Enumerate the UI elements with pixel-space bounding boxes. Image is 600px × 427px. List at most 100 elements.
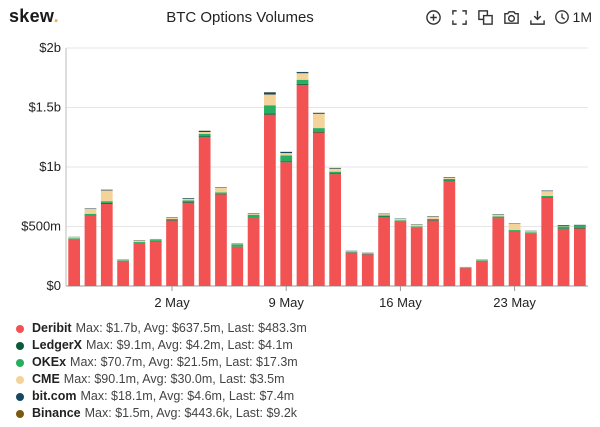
y-tick-label: $500m: [21, 219, 61, 234]
bar-cme-apr-27: [84, 209, 97, 214]
bar-ledgerx-may-9: [280, 161, 293, 163]
bar-deribit-may-19: [443, 181, 456, 286]
bar-okex-may-3: [182, 200, 195, 202]
bar-deribit-may-18: [427, 220, 439, 286]
bar-okex-apr-28: [100, 201, 113, 203]
bar-deribit-may-13: [345, 252, 358, 286]
bar-okex-may-15: [378, 215, 390, 217]
legend-dot-icon: [16, 358, 24, 367]
logo-text: skew: [9, 6, 54, 26]
bar-cme-may-24: [525, 231, 537, 233]
bar-okex-may-25: [541, 195, 554, 198]
bar-okex-may-22: [492, 216, 505, 218]
bar-okex-may-10: [296, 79, 309, 84]
bar-cme-may-4: [198, 132, 211, 134]
bar-okex-may-11: [312, 128, 325, 132]
zoom-in-icon[interactable]: [424, 7, 444, 27]
legend-stats: Max: $1.7b, Avg: $637.5m, Last: $483.3m: [75, 321, 307, 335]
bar-okex-may-27: [573, 226, 586, 229]
bar-deribit-may-15: [378, 216, 390, 286]
bar-deribit-may-10: [296, 84, 309, 286]
bar-cme-apr-28: [100, 190, 113, 202]
time-range-selector[interactable]: 1M: [554, 9, 592, 25]
copy-icon[interactable]: [476, 7, 496, 27]
bar-deribit-may-17: [410, 227, 423, 286]
bar-ledgerx-may-3: [182, 201, 195, 203]
bar-okex-may-24: [525, 232, 537, 234]
legend-dot-icon: [16, 324, 24, 333]
bar-cme-may-15: [378, 214, 390, 216]
bar-cme-may-1: [149, 239, 162, 241]
y-tick-label: $0: [47, 278, 61, 293]
legend-dot-icon: [16, 409, 24, 418]
bar-cme-apr-29: [117, 259, 129, 261]
bar-deribit-may-12: [329, 174, 342, 286]
legend-item-bitcom[interactable]: bit.com Max: $18.1m, Avg: $4.6m, Last: $7…: [16, 388, 307, 405]
bar-okex-may-26: [557, 226, 570, 229]
logo-dot: .: [53, 6, 59, 26]
bar-cme-apr-30: [133, 240, 146, 242]
legend-name: bit.com: [32, 389, 77, 403]
legend-name: Binance: [32, 406, 81, 420]
legend-item-binance[interactable]: Binance Max: $1.5m, Avg: $443.6k, Last: $…: [16, 405, 307, 422]
bar-cme-may-22: [492, 214, 505, 217]
bar-okex-apr-30: [133, 241, 146, 243]
bar-okex-apr-29: [117, 260, 129, 261]
bar-okex-may-21: [476, 260, 488, 261]
legend-item-ledgerx[interactable]: LedgerX Max: $9.1m, Avg: $4.2m, Last: $4.…: [16, 337, 307, 354]
bar-ledgerx-may-4: [198, 136, 211, 138]
bar-bitcom-may-25: [541, 190, 554, 192]
legend-item-cme[interactable]: CME Max: $90.1m, Avg: $30.0m, Last: $3.5m: [16, 371, 307, 388]
x-tick-label: 2 May: [154, 295, 190, 310]
bar-cme-may-23: [508, 223, 521, 230]
skew-logo[interactable]: skew.: [9, 6, 59, 27]
bar-bitcom-may-11: [312, 112, 325, 114]
bar-cme-may-11: [312, 113, 325, 129]
y-tick-label: $2b: [39, 40, 61, 55]
chart-toolbar: 1M: [424, 7, 592, 27]
chart-title: BTC Options Volumes: [166, 9, 314, 26]
legend-dot-icon: [16, 375, 24, 384]
bar-cme-may-18: [427, 216, 439, 219]
bar-deribit-may-27: [573, 228, 586, 286]
bar-cme-may-6: [231, 243, 244, 245]
bar-bitcom-may-12: [329, 167, 342, 169]
bar-bitcom-apr-28: [100, 189, 113, 191]
bar-okex-may-4: [198, 133, 211, 137]
bar-cme-may-12: [329, 168, 342, 172]
bar-deribit-may-11: [312, 132, 325, 286]
bar-bitcom-may-27: [573, 224, 586, 226]
bar-bitcom-may-8: [264, 92, 276, 95]
legend-dot-icon: [16, 392, 24, 401]
camera-icon[interactable]: [502, 7, 522, 27]
bar-bitcom-may-10: [296, 72, 309, 74]
download-icon[interactable]: [528, 7, 548, 27]
bar-deribit-may-24: [525, 233, 537, 286]
legend-name: Deribit: [32, 321, 72, 335]
bar-cme-may-8: [264, 94, 276, 106]
bar-cme-may-19: [443, 177, 456, 179]
bar-okex-may-23: [508, 229, 521, 231]
x-tick-label: 23 May: [493, 295, 536, 310]
bar-deribit-may-23: [508, 231, 521, 286]
fullscreen-icon[interactable]: [450, 7, 470, 27]
bar-okex-may-13: [345, 251, 358, 253]
bar-cme-may-2: [166, 217, 178, 219]
x-tick-label: 16 May: [379, 295, 422, 310]
bar-deribit-apr-30: [133, 243, 146, 286]
bar-deribit-may-2: [166, 220, 178, 286]
chart-legend: Deribit Max: $1.7b, Avg: $637.5m, Last: $…: [16, 320, 307, 422]
bar-ledgerx-may-19: [443, 180, 456, 182]
bar-okex-apr-27: [84, 213, 97, 216]
bar-okex-may-6: [231, 244, 244, 247]
bar-ledgerx-may-10: [296, 83, 309, 85]
bar-deribit-apr-27: [84, 215, 97, 286]
bar-deribit-may-16: [394, 221, 407, 286]
legend-stats: Max: $9.1m, Avg: $4.2m, Last: $4.1m: [86, 338, 293, 352]
legend-item-deribit[interactable]: Deribit Max: $1.7b, Avg: $637.5m, Last: $…: [16, 320, 307, 337]
bar-cme-may-7: [247, 213, 260, 215]
bar-deribit-may-1: [149, 241, 162, 287]
bar-deribit-may-7: [247, 218, 260, 286]
bar-bitcom-may-4: [198, 130, 211, 133]
legend-item-okex[interactable]: OKEx Max: $70.7m, Avg: $21.5m, Last: $17.…: [16, 354, 307, 371]
